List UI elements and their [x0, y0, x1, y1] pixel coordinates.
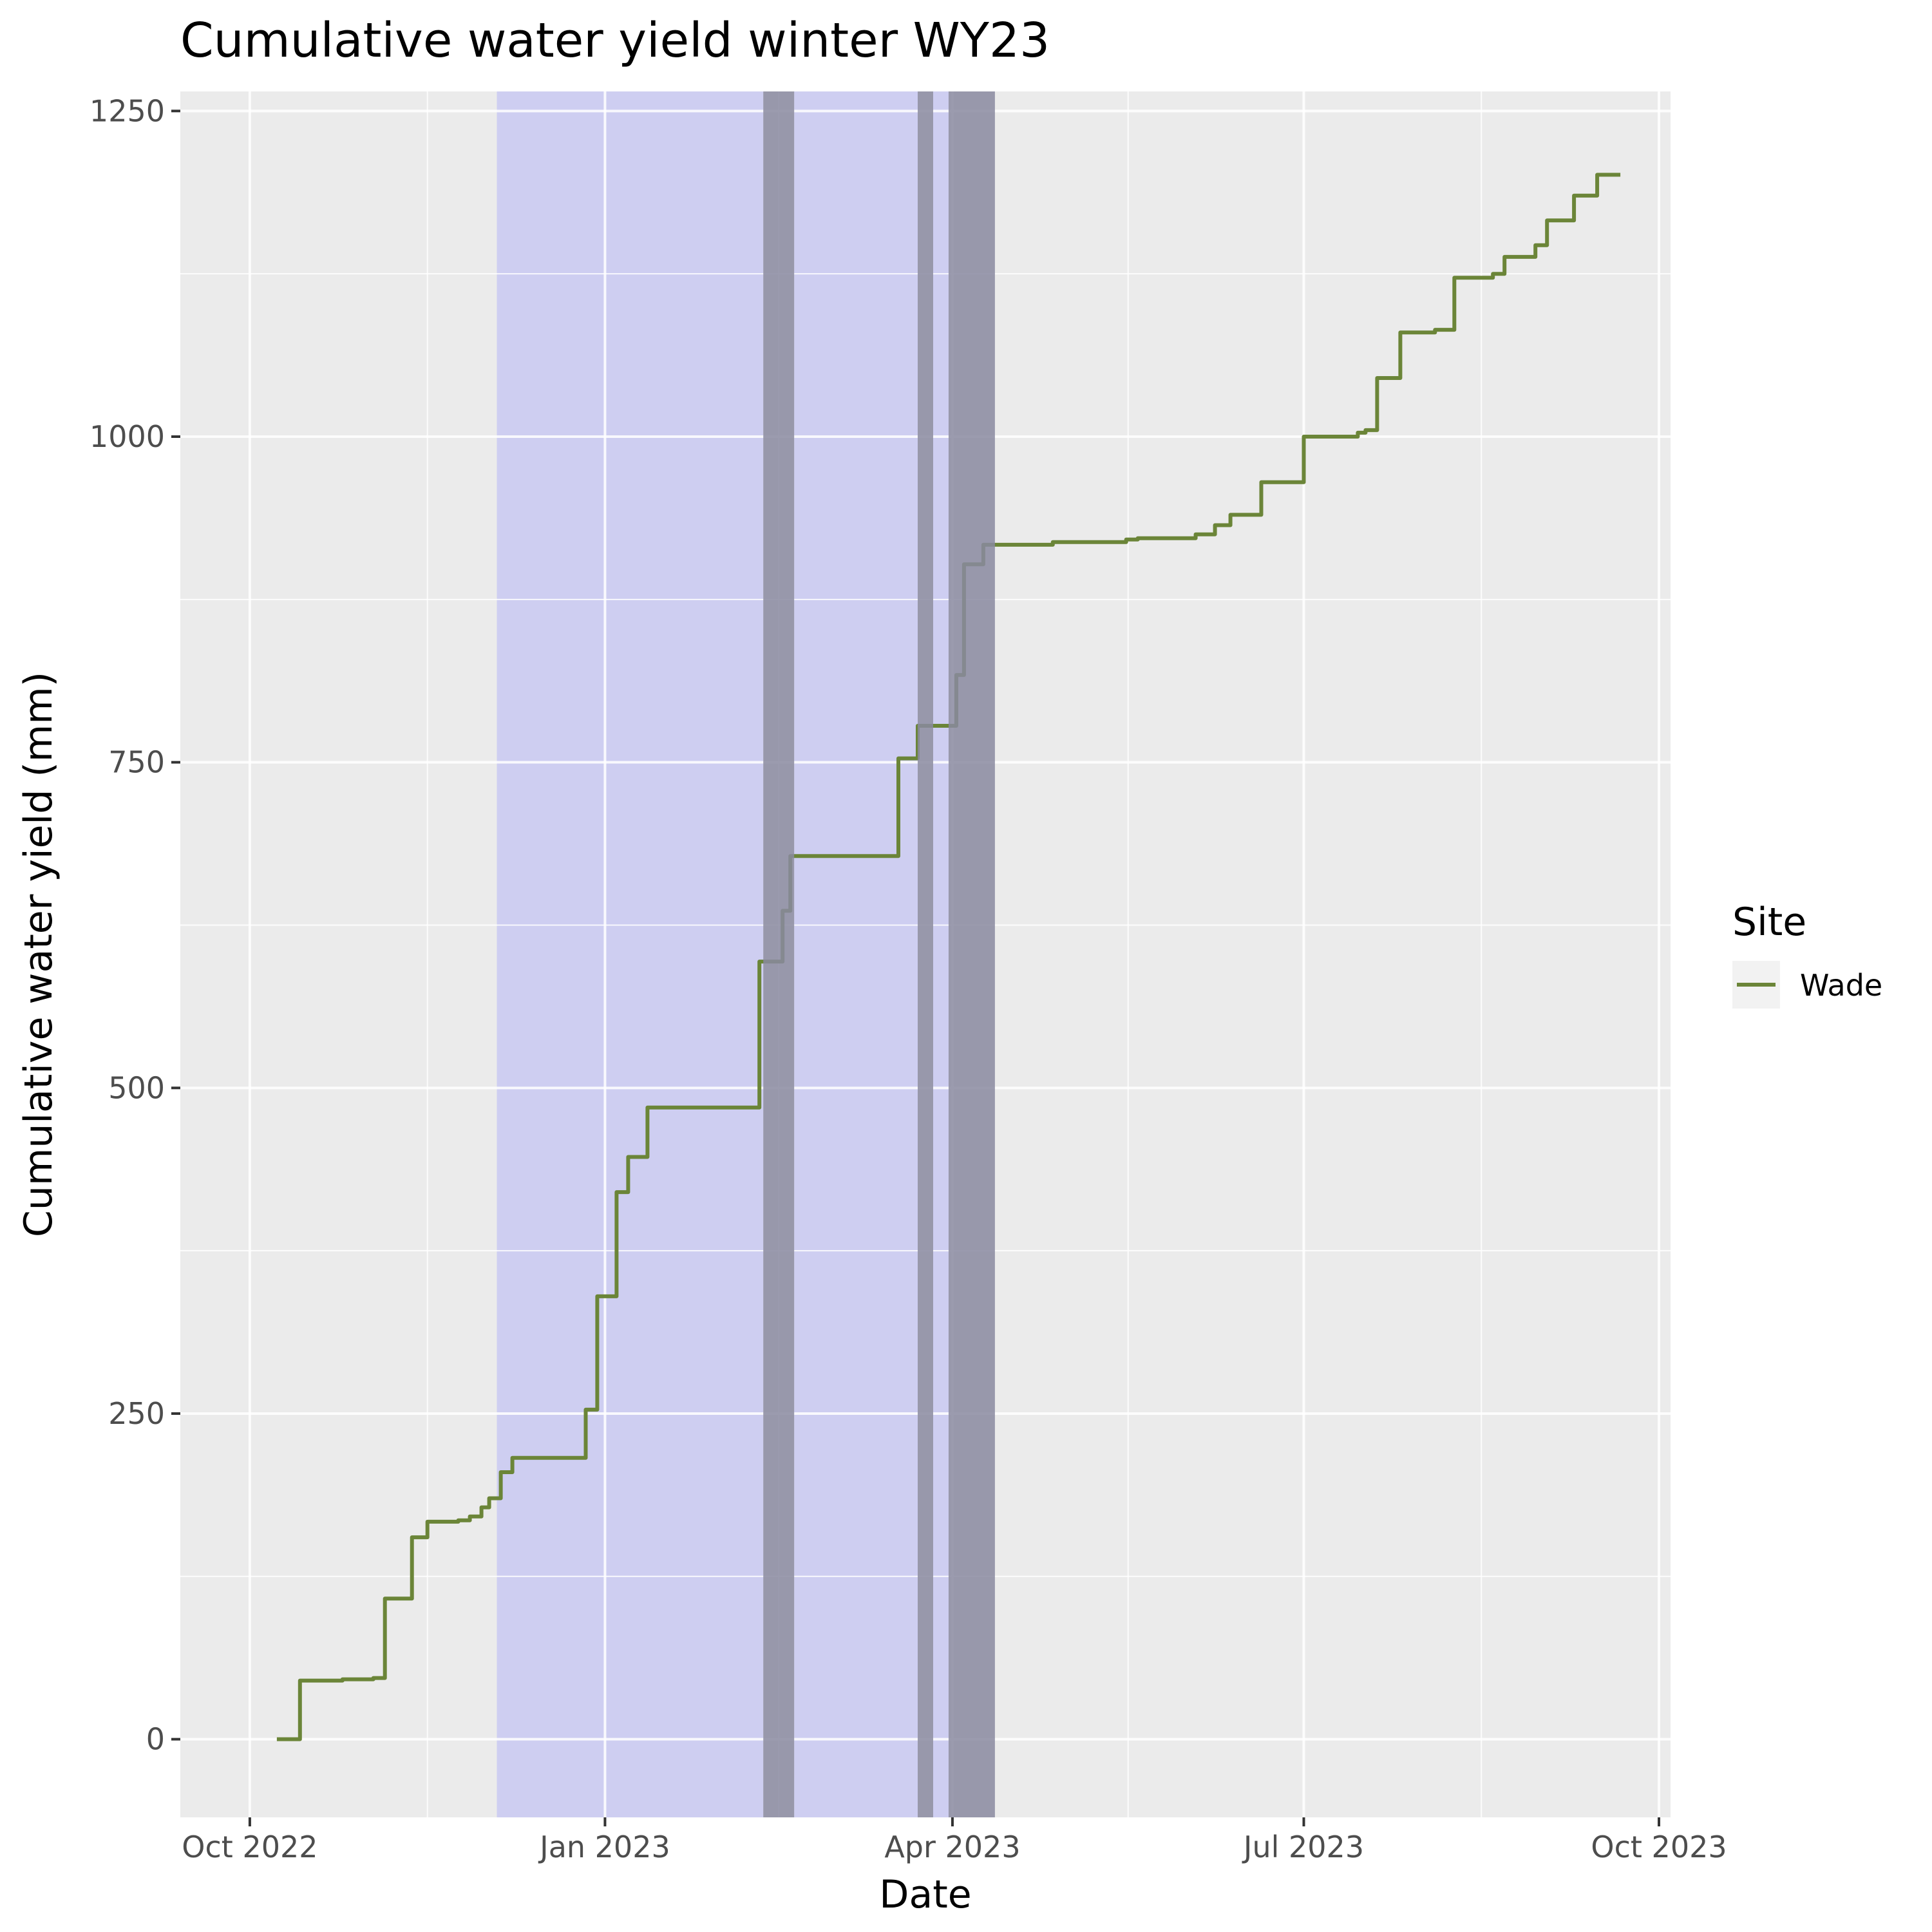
chart-title: Cumulative water yield winter WY23 — [180, 13, 1050, 68]
y-axis-title: Cumulative water yield (mm) — [16, 672, 61, 1237]
x-tick-label: Jan 2023 — [538, 1830, 670, 1864]
axis-ticks: 0 250 500 750 1000 1250 Oct 2022 Jan 2023 Apr 20… — [90, 93, 1727, 1864]
dark-period-overlays — [763, 91, 995, 1817]
dark-period-band-5 — [948, 91, 995, 1817]
dark-period-band-1 — [763, 91, 795, 1817]
legend: Site Wade — [1732, 900, 1882, 1009]
winter-period-band-2 — [794, 91, 918, 1817]
y-tick-label: 1250 — [90, 93, 165, 128]
x-tick-label: Jul 2023 — [1242, 1830, 1364, 1864]
legend-label-wade: Wade — [1800, 968, 1882, 1003]
x-tick-label: Oct 2022 — [182, 1830, 317, 1864]
y-tick-label: 250 — [108, 1396, 165, 1431]
winter-period-band-4 — [933, 91, 949, 1817]
x-tick-label: Oct 2023 — [1591, 1830, 1727, 1864]
shaded-periods — [497, 91, 949, 1817]
dark-period-band-3 — [918, 91, 933, 1817]
winter-period-band-0 — [497, 91, 764, 1817]
y-tick-label: 1000 — [90, 419, 165, 454]
x-tick-label: Apr 2023 — [884, 1830, 1020, 1864]
y-tick-label: 0 — [146, 1722, 165, 1757]
legend-title: Site — [1732, 900, 1806, 945]
y-tick-label: 750 — [108, 745, 165, 780]
x-axis-title: Date — [879, 1872, 971, 1917]
y-tick-label: 500 — [108, 1070, 165, 1105]
